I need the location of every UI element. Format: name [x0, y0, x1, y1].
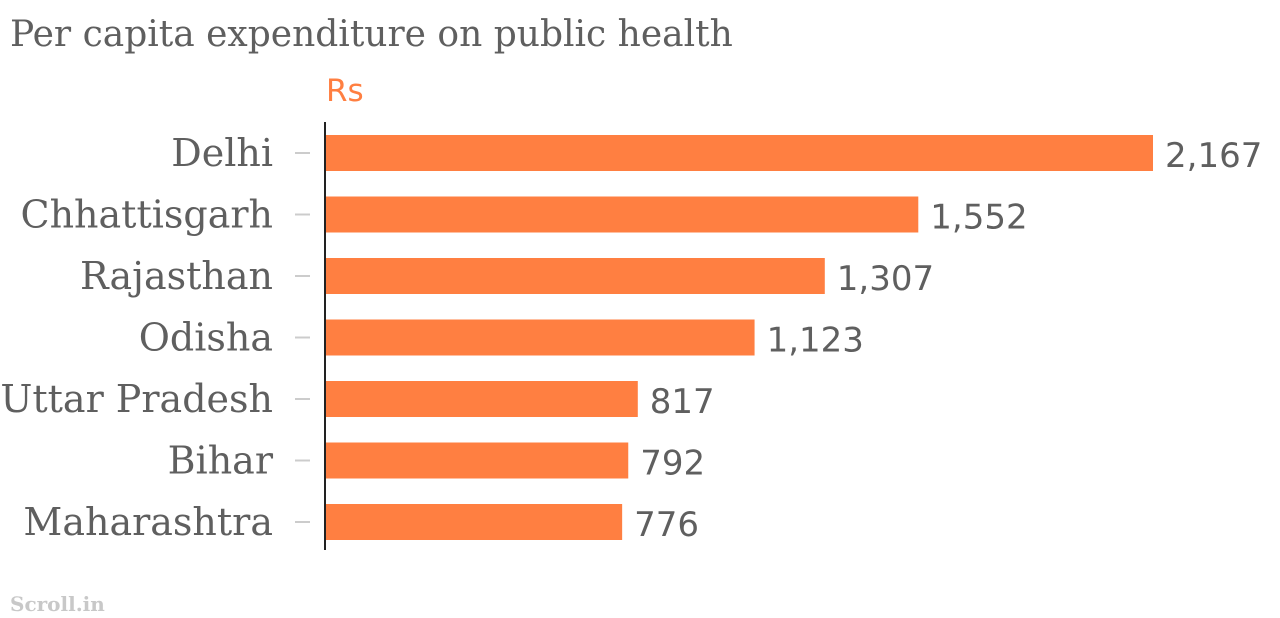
category-label: Maharashtra	[23, 500, 273, 544]
value-label: 792	[640, 444, 705, 484]
bar-uttar-pradesh	[326, 381, 638, 417]
category-label: Odisha	[139, 316, 273, 360]
unit-label: Rs	[326, 73, 364, 109]
value-label: 776	[634, 505, 699, 545]
bars-layer: Delhi 2,167 Chhattisgarh 1,552 Rajasthan 1,30…	[0, 131, 1262, 545]
bar-chhattisgarh	[326, 196, 919, 233]
bar-rajasthan	[326, 258, 825, 294]
chart-title: Per capita expenditure on public health	[10, 14, 733, 55]
category-label: Uttar Pradesh	[0, 377, 273, 421]
bar-delhi	[326, 135, 1153, 171]
source-label: Scroll.in	[10, 592, 105, 616]
bar-maharashtra	[326, 504, 623, 540]
bar-odisha	[326, 319, 755, 356]
value-label: 1,123	[767, 321, 864, 361]
category-label: Delhi	[171, 131, 273, 175]
category-label: Rajasthan	[80, 254, 273, 298]
value-label: 817	[650, 382, 715, 422]
value-label: 2,167	[1165, 136, 1262, 176]
value-label: 1,552	[930, 198, 1027, 238]
bar-bihar	[326, 442, 629, 479]
value-label: 1,307	[837, 259, 934, 299]
category-label: Bihar	[168, 439, 274, 483]
category-label: Chhattisgarh	[21, 193, 274, 237]
